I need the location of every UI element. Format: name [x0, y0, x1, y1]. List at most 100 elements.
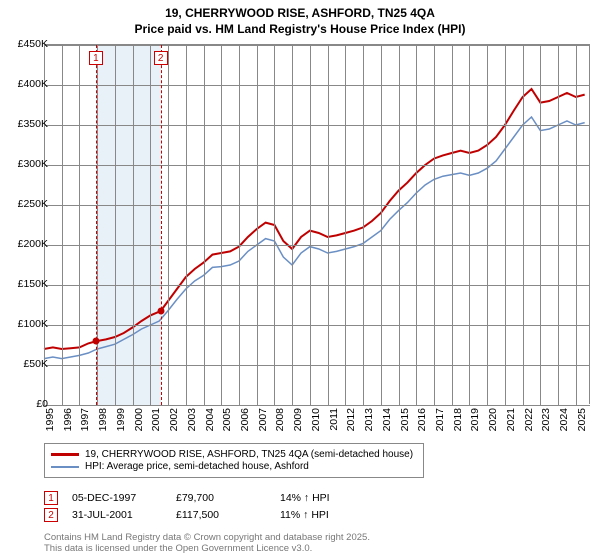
- y-gridline: [44, 205, 590, 206]
- x-gridline: [62, 45, 63, 405]
- y-gridline: [44, 285, 590, 286]
- x-gridline: [44, 45, 45, 405]
- series-line-hpi: [44, 117, 585, 359]
- x-gridline: [204, 45, 205, 405]
- x-gridline: [523, 45, 524, 405]
- marker-number-box: 2: [154, 51, 168, 65]
- x-axis-label: 2002: [168, 408, 180, 431]
- x-gridline: [452, 45, 453, 405]
- x-gridline: [168, 45, 169, 405]
- x-axis-label: 2003: [186, 408, 198, 431]
- footer-attribution: Contains HM Land Registry data © Crown c…: [44, 532, 370, 555]
- sale-marker-dot: [157, 308, 164, 315]
- x-axis-label: 2013: [363, 408, 375, 431]
- x-gridline: [505, 45, 506, 405]
- x-gridline: [257, 45, 258, 405]
- x-axis-label: 1997: [79, 408, 91, 431]
- footer-line-1: Contains HM Land Registry data © Crown c…: [44, 532, 370, 543]
- x-gridline: [487, 45, 488, 405]
- marker-line: [96, 45, 97, 405]
- chart-container: 19, CHERRYWOOD RISE, ASHFORD, TN25 4QA P…: [0, 0, 600, 560]
- y-gridline: [44, 325, 590, 326]
- x-gridline: [416, 45, 417, 405]
- x-axis-label: 2009: [292, 408, 304, 431]
- y-axis-label: £350K: [18, 118, 48, 130]
- x-axis-label: 2004: [204, 408, 216, 431]
- x-axis-label: 2018: [452, 408, 464, 431]
- legend-swatch-1: [51, 453, 79, 456]
- x-axis-label: 1999: [115, 408, 127, 431]
- sale-date: 05-DEC-1997: [72, 492, 162, 504]
- y-axis-label: £200K: [18, 238, 48, 250]
- x-gridline: [133, 45, 134, 405]
- chart-title: 19, CHERRYWOOD RISE, ASHFORD, TN25 4QA P…: [0, 0, 600, 37]
- y-axis-label: £0: [36, 398, 48, 410]
- title-line-2: Price paid vs. HM Land Registry's House …: [0, 22, 600, 38]
- y-gridline: [44, 125, 590, 126]
- x-axis-label: 2019: [469, 408, 481, 431]
- x-axis-label: 2012: [345, 408, 357, 431]
- x-gridline: [469, 45, 470, 405]
- x-gridline: [363, 45, 364, 405]
- x-axis-label: 2014: [381, 408, 393, 431]
- plot-area: 12: [44, 44, 590, 404]
- x-axis-label: 2001: [150, 408, 162, 431]
- title-line-1: 19, CHERRYWOOD RISE, ASHFORD, TN25 4QA: [0, 6, 600, 22]
- sale-marker-ref: 1: [44, 491, 58, 505]
- x-axis-label: 1996: [62, 408, 74, 431]
- x-axis-label: 2020: [487, 408, 499, 431]
- x-axis-label: 2000: [133, 408, 145, 431]
- x-gridline: [115, 45, 116, 405]
- x-axis-label: 2005: [221, 408, 233, 431]
- x-axis-label: 2022: [523, 408, 535, 431]
- chart-lines-svg: [44, 45, 590, 405]
- chart-area: 12 1995199619971998199920002001200220032…: [44, 44, 590, 404]
- x-axis-label: 2008: [274, 408, 286, 431]
- legend-label-1: 19, CHERRYWOOD RISE, ASHFORD, TN25 4QA (…: [85, 449, 413, 460]
- x-gridline: [381, 45, 382, 405]
- marker-number-box: 1: [89, 51, 103, 65]
- y-gridline: [44, 365, 590, 366]
- x-gridline: [150, 45, 151, 405]
- x-gridline: [274, 45, 275, 405]
- x-axis-label: 2021: [505, 408, 517, 431]
- x-axis-label: 2023: [540, 408, 552, 431]
- x-gridline: [434, 45, 435, 405]
- legend-label-2: HPI: Average price, semi-detached house,…: [85, 461, 309, 472]
- x-axis-label: 2011: [328, 408, 340, 431]
- x-gridline: [239, 45, 240, 405]
- sale-hpi-delta: 14% ↑ HPI: [280, 492, 370, 504]
- x-axis-label: 2007: [257, 408, 269, 431]
- x-gridline: [576, 45, 577, 405]
- series-line-price_paid: [44, 89, 585, 349]
- y-gridline: [44, 165, 590, 166]
- y-axis-label: £250K: [18, 198, 48, 210]
- sale-price: £79,700: [176, 492, 266, 504]
- x-axis-label: 1995: [44, 408, 56, 431]
- x-gridline: [558, 45, 559, 405]
- x-gridline: [97, 45, 98, 405]
- y-axis-label: £400K: [18, 78, 48, 90]
- sale-price: £117,500: [176, 509, 266, 521]
- x-axis-label: 2015: [399, 408, 411, 431]
- marker-line: [161, 45, 162, 405]
- x-axis-label: 2010: [310, 408, 322, 431]
- sale-record-row: 1 05-DEC-1997 £79,700 14% ↑ HPI: [44, 491, 370, 505]
- y-gridline: [44, 245, 590, 246]
- x-gridline: [328, 45, 329, 405]
- x-gridline: [399, 45, 400, 405]
- x-gridline: [292, 45, 293, 405]
- x-gridline: [310, 45, 311, 405]
- x-gridline: [540, 45, 541, 405]
- sale-hpi-delta: 11% ↑ HPI: [280, 509, 370, 521]
- sale-record-row: 231-JUL-2001£117,50011% ↑ HPI: [44, 508, 370, 522]
- x-gridline: [79, 45, 80, 405]
- sales-table: 105-DEC-1997£79,70014% ↑ HPI231-JUL-2001…: [44, 488, 370, 525]
- legend-row-2: HPI: Average price, semi-detached house,…: [51, 461, 417, 472]
- y-gridline: [44, 405, 590, 406]
- y-axis-label: £50K: [23, 358, 48, 370]
- x-axis-label: 2025: [576, 408, 588, 431]
- legend-swatch-2: [51, 466, 79, 468]
- y-axis-label: £450K: [18, 38, 48, 50]
- y-gridline: [44, 85, 590, 86]
